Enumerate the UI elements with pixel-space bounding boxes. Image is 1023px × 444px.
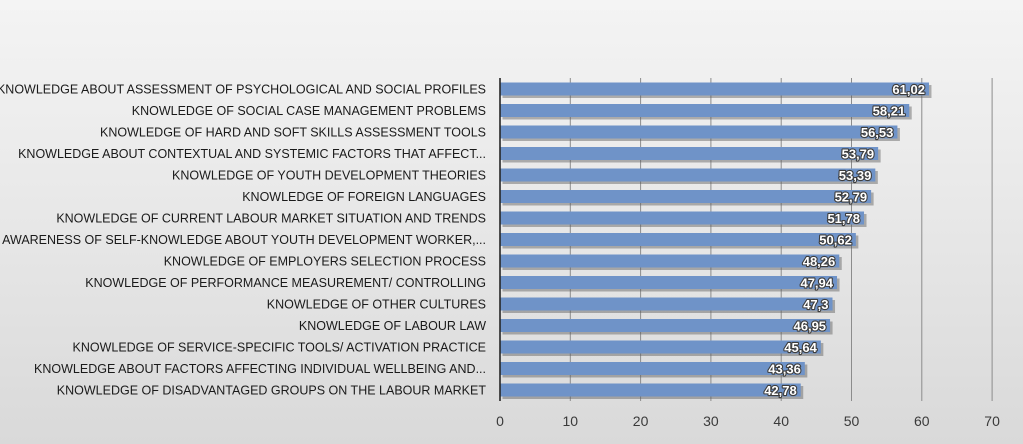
bar	[500, 383, 801, 397]
category-label: KNOWLEDGE ABOUT FACTORS AFFECTING INDIVI…	[34, 362, 486, 376]
category-label: KNOWLEDGE OF OTHER CULTURES	[267, 298, 486, 312]
category-label: KNOWLEDGE OF PERFORMANCE MEASUREMENT/ CO…	[85, 276, 486, 290]
category-label: KNOWLEDGE OF DISADVANTAGED GROUPS ON THE…	[57, 384, 487, 398]
data-label: 51,78	[827, 211, 860, 226]
bar	[500, 82, 929, 96]
category-label: KNOWLEDGE OF SERVICE-SPECIFIC TOOLS/ ACT…	[72, 341, 486, 355]
bars	[500, 82, 932, 399]
x-tick-label: 30	[703, 413, 719, 429]
data-label: 46,95	[794, 319, 827, 334]
bar	[500, 319, 831, 332]
bar	[500, 276, 838, 289]
data-label: 47,3	[803, 297, 828, 312]
bar	[500, 190, 872, 203]
bar	[500, 147, 879, 160]
data-label: 43,36	[768, 362, 801, 377]
bar	[500, 362, 805, 375]
data-label: 53,39	[839, 168, 872, 183]
x-tick-label: 20	[633, 413, 649, 429]
bar	[500, 340, 821, 354]
data-label: 53,79	[842, 147, 875, 162]
data-label: 52,79	[835, 190, 868, 205]
x-tick-label: 50	[844, 413, 860, 429]
bar	[500, 297, 833, 311]
category-label: KNOWLEDGE OF HARD AND SOFT SKILLS ASSESS…	[100, 126, 486, 140]
category-label: AWARENESS OF SELF-KNOWLEDGE ABOUT YOUTH …	[2, 233, 486, 247]
category-label: KNOWLEDGE OF LABOUR LAW	[299, 319, 486, 333]
category-label: KNOWLEDGE ABOUT ASSESSMENT OF PSYCHOLOGI…	[0, 83, 486, 97]
bar	[500, 125, 898, 139]
bar	[500, 104, 910, 117]
data-label: 47,94	[800, 276, 833, 291]
data-label: 42,78	[764, 383, 797, 398]
data-label: 45,64	[784, 340, 817, 355]
category-label: KNOWLEDGE OF EMPLOYERS SELECTION PROCESS	[164, 255, 486, 269]
x-tick-label: 10	[563, 413, 579, 429]
category-label: KNOWLEDGE ABOUT CONTEXTUAL AND SYSTEMIC …	[18, 147, 486, 161]
x-tick-label: 0	[496, 413, 504, 429]
data-label: 48,26	[803, 254, 836, 269]
category-labels: KNOWLEDGE ABOUT ASSESSMENT OF PSYCHOLOGI…	[0, 83, 486, 398]
bar	[500, 254, 840, 268]
category-label: KNOWLEDGE OF CURRENT LABOUR MARKET SITUA…	[56, 212, 486, 226]
category-label: KNOWLEDGE OF SOCIAL CASE MANAGEMENT PROB…	[132, 104, 486, 118]
bar	[500, 211, 865, 225]
category-label: KNOWLEDGE OF YOUTH DEVELOPMENT THEORIES	[172, 169, 486, 183]
x-tick-label: 70	[984, 413, 1000, 429]
bar	[500, 233, 856, 246]
x-tick-label: 40	[773, 413, 789, 429]
x-tick-label: 60	[914, 413, 930, 429]
bar	[500, 168, 876, 182]
data-label: 58,21	[873, 104, 906, 119]
category-label: KNOWLEDGE OF FOREIGN LANGUAGES	[242, 190, 486, 204]
data-label: 61,02	[892, 82, 925, 97]
data-label: 56,53	[861, 125, 894, 140]
x-axis-tick-labels: 0 10 20 30 40 50 60 70	[496, 413, 1000, 429]
data-labels: 61,02 58,21 56,53 53,79 53,39 52,79 51,78 50,62…	[763, 81, 926, 399]
data-label: 50,62	[819, 233, 852, 248]
